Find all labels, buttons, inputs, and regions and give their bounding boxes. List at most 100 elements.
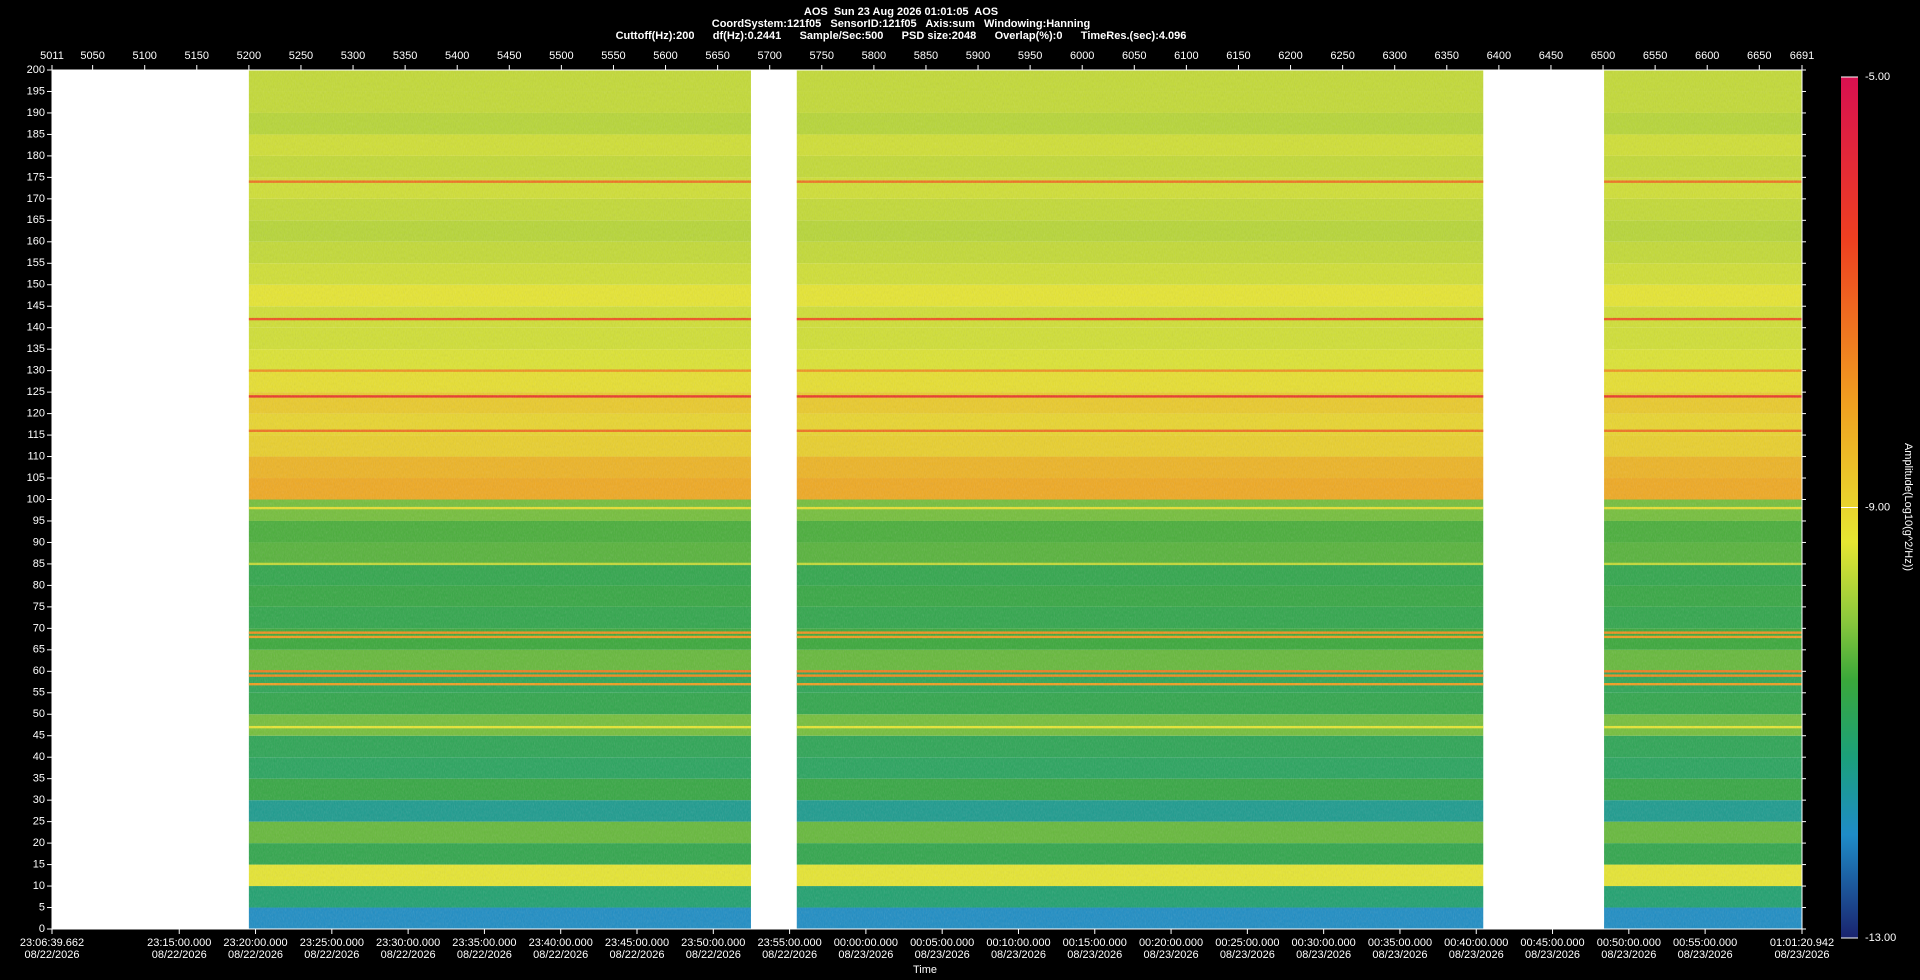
date-tick-label: 08/23/2026 xyxy=(1067,949,1122,961)
y-tick-label: 175 xyxy=(27,171,45,183)
date-tick-label: 08/23/2026 xyxy=(1296,949,1351,961)
date-tick-label: 08/23/2026 xyxy=(1449,949,1504,961)
date-tick-label: 08/23/2026 xyxy=(1678,949,1733,961)
colorbar-tick-label: -9.00 xyxy=(1865,501,1890,513)
y-tick-label: 140 xyxy=(27,322,45,334)
x-tick-label: 5500 xyxy=(549,50,573,62)
date-tick-label: 08/23/2026 xyxy=(1220,949,1275,961)
time-tick-label: 23:30:00.000 xyxy=(376,937,440,949)
time-tick-label: 00:20:00.000 xyxy=(1139,937,1203,949)
y-tick-label: 200 xyxy=(27,64,45,76)
y-tick-label: 10 xyxy=(33,880,45,892)
x-tick-label: 6650 xyxy=(1747,50,1771,62)
y-tick-label: 70 xyxy=(33,622,45,634)
y-tick-label: 110 xyxy=(27,450,45,462)
y-tick-label: 50 xyxy=(33,708,45,720)
time-tick-label: 00:35:00.000 xyxy=(1368,937,1432,949)
y-tick-label: 105 xyxy=(27,472,45,484)
time-tick-label: 00:40:00.000 xyxy=(1444,937,1508,949)
y-tick-label: 155 xyxy=(27,257,45,269)
y-tick-label: 20 xyxy=(33,837,45,849)
y-tick-label: 40 xyxy=(33,751,45,763)
x-axis-label: Time xyxy=(913,964,937,976)
y-tick-label: 180 xyxy=(27,150,45,162)
date-tick-label: 08/22/2026 xyxy=(609,949,664,961)
date-tick-label: 08/22/2026 xyxy=(24,949,79,961)
colorbar-tick-label: -5.00 xyxy=(1865,71,1890,83)
date-tick-label: 08/22/2026 xyxy=(304,949,359,961)
date-tick-label: 08/23/2026 xyxy=(915,949,970,961)
y-tick-label: 25 xyxy=(33,816,45,828)
y-tick-label: 45 xyxy=(33,730,45,742)
x-tick-label: 5650 xyxy=(705,50,729,62)
time-tick-label: 00:25:00.000 xyxy=(1215,937,1279,949)
x-tick-label: 6300 xyxy=(1382,50,1406,62)
time-tick-label: 23:50:00.000 xyxy=(681,937,745,949)
time-tick-label: 23:55:00.000 xyxy=(757,937,821,949)
y-tick-label: 100 xyxy=(27,493,45,505)
x-tick-label: 6400 xyxy=(1487,50,1511,62)
x-tick-label: 6150 xyxy=(1226,50,1250,62)
y-tick-label: 0 xyxy=(39,923,45,935)
time-tick-label: 23:06:39.662 xyxy=(20,937,84,949)
x-tick-label: 6000 xyxy=(1070,50,1094,62)
y-tick-label: 165 xyxy=(27,214,45,226)
x-tick-label: 5300 xyxy=(341,50,365,62)
settings-line: Cuttoff(Hz):200 df(Hz):0.2441 Sample/Sec… xyxy=(616,30,1187,42)
date-tick-label: 08/22/2026 xyxy=(152,949,207,961)
x-tick-label: 5350 xyxy=(393,50,417,62)
date-tick-label: 08/22/2026 xyxy=(533,949,588,961)
y-tick-label: 120 xyxy=(27,408,45,420)
y-tick-label: 35 xyxy=(33,773,45,785)
y-tick-label: 125 xyxy=(27,386,45,398)
x-tick-label: 5950 xyxy=(1018,50,1042,62)
x-tick-label: 5150 xyxy=(185,50,209,62)
date-tick-label: 08/22/2026 xyxy=(762,949,817,961)
date-tick-label: 08/22/2026 xyxy=(457,949,512,961)
time-tick-label: 01:01:20.942 xyxy=(1770,937,1834,949)
date-tick-label: 08/22/2026 xyxy=(228,949,283,961)
x-tick-label: 6691 xyxy=(1790,50,1814,62)
x-tick-label: 5450 xyxy=(497,50,521,62)
time-tick-label: 00:00:00.000 xyxy=(834,937,898,949)
y-tick-label: 65 xyxy=(33,644,45,656)
y-tick-label: 185 xyxy=(27,128,45,140)
noise-texture xyxy=(248,70,751,929)
time-tick-label: 00:15:00.000 xyxy=(1063,937,1127,949)
x-tick-label: 6450 xyxy=(1539,50,1563,62)
y-tick-label: 160 xyxy=(27,236,45,248)
x-tick-label: 6350 xyxy=(1435,50,1459,62)
colorbar-label: Amplitude(Log10(g^2/Hz)) xyxy=(1902,443,1914,571)
y-tick-label: 135 xyxy=(27,343,45,355)
date-tick-label: 08/23/2026 xyxy=(991,949,1046,961)
colorbar-tick-label: -13.00 xyxy=(1865,932,1896,944)
x-tick-label: 6200 xyxy=(1278,50,1302,62)
date-tick-label: 08/22/2026 xyxy=(686,949,741,961)
time-tick-label: 23:40:00.000 xyxy=(529,937,593,949)
y-tick-label: 190 xyxy=(27,107,45,119)
y-tick-label: 30 xyxy=(33,794,45,806)
time-tick-label: 00:10:00.000 xyxy=(986,937,1050,949)
date-tick-label: 08/23/2026 xyxy=(838,949,893,961)
y-tick-label: 80 xyxy=(33,579,45,591)
y-tick-label: 5 xyxy=(39,901,45,913)
x-tick-label: 5050 xyxy=(80,50,104,62)
time-tick-label: 00:55:00.000 xyxy=(1673,937,1737,949)
x-tick-label: 6250 xyxy=(1330,50,1354,62)
y-tick-label: 85 xyxy=(33,558,45,570)
noise-texture xyxy=(796,70,1484,929)
x-tick-label: 5850 xyxy=(914,50,938,62)
y-tick-label: 145 xyxy=(27,300,45,312)
time-tick-label: 00:05:00.000 xyxy=(910,937,974,949)
time-tick-label: 23:45:00.000 xyxy=(605,937,669,949)
x-tick-label: 5400 xyxy=(445,50,469,62)
y-tick-label: 95 xyxy=(33,515,45,527)
x-tick-label: 5700 xyxy=(757,50,781,62)
time-tick-label: 23:20:00.000 xyxy=(223,937,287,949)
x-tick-label: 6600 xyxy=(1695,50,1719,62)
noise-texture xyxy=(1604,70,1802,929)
time-tick-label: 23:25:00.000 xyxy=(300,937,364,949)
date-tick-label: 08/23/2026 xyxy=(1372,949,1427,961)
